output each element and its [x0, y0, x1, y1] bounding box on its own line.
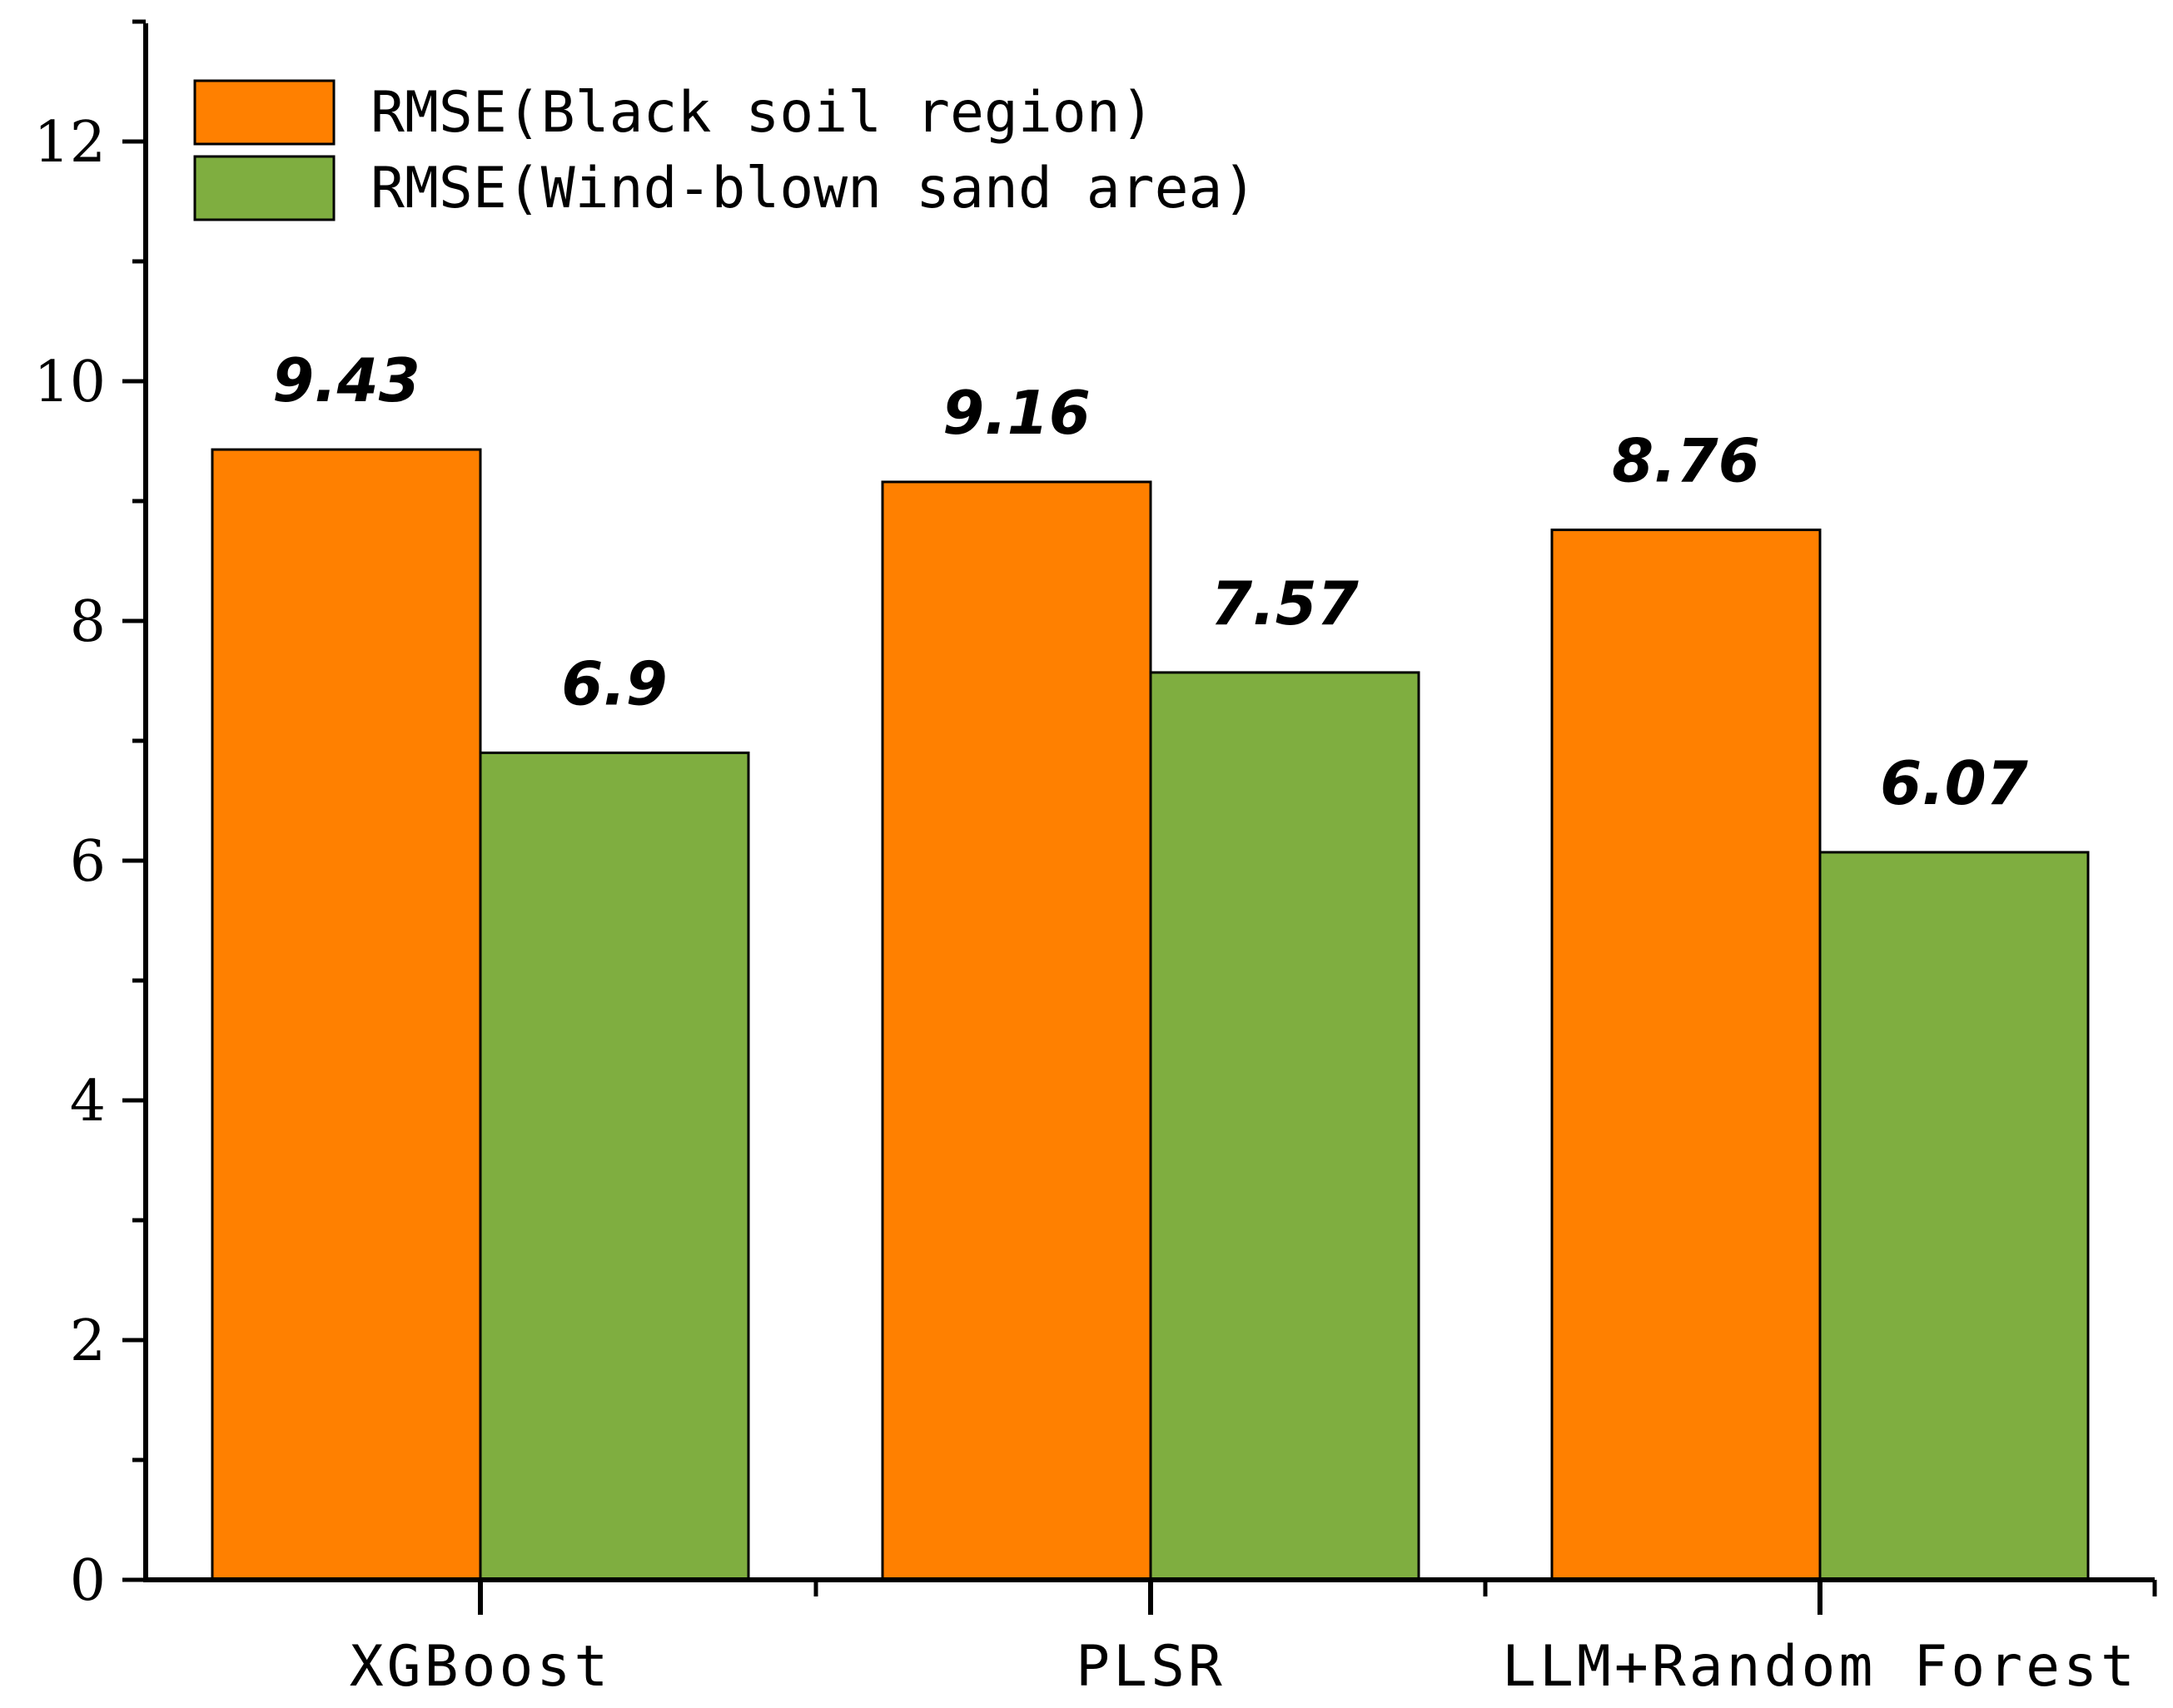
data-label: 8.76: [1612, 426, 1760, 496]
data-labels-layer: 9.43 6.9 9.16 7.57 8.76 6.07: [272, 345, 2028, 818]
x-category-label: LLM+Random Forest: [1502, 1634, 2138, 1700]
y-tick-label: 8: [70, 589, 106, 655]
bar-black-soil-2: [1550, 529, 1822, 1581]
y-tick-label: 2: [70, 1308, 106, 1374]
y-tick-label: 4: [70, 1069, 106, 1135]
bar-black-soil-1: [881, 480, 1152, 1581]
data-label: 9.43: [272, 345, 420, 415]
legend: RMSE(Black soil region) RMSE(Wind-blown s…: [193, 79, 1256, 221]
legend-label: RMSE(Black soil region): [370, 80, 1155, 146]
x-category-label: XGBoost: [350, 1634, 612, 1700]
data-label: 6.9: [561, 648, 668, 718]
bar-wind-blown-sand-2: [1818, 851, 2090, 1581]
legend-label: RMSE(Wind-blown sand area): [370, 156, 1256, 221]
x-category-label: PLSR: [1076, 1634, 1226, 1700]
y-tick-label: 10: [33, 350, 106, 415]
legend-swatch-black-soil: [193, 79, 336, 146]
y-tick-label: 6: [70, 829, 106, 895]
y-tick-label: 0: [70, 1548, 106, 1614]
bars-layer: [211, 448, 2090, 1581]
bar-wind-blown-sand-0: [479, 751, 750, 1581]
axes-layer: 0 2 4 6 8 10 12 XGBoost PLSR LLM+Random Forest: [33, 19, 2157, 1700]
data-label: 7.57: [1211, 569, 1359, 638]
legend-swatch-wind-blown-sand: [193, 155, 336, 221]
y-tick-label: 12: [33, 110, 106, 176]
bar-wind-blown-sand-1: [1149, 671, 1420, 1581]
bar-black-soil-0: [211, 448, 482, 1581]
data-label: 6.07: [1880, 748, 2028, 818]
data-label: 9.16: [942, 378, 1091, 448]
